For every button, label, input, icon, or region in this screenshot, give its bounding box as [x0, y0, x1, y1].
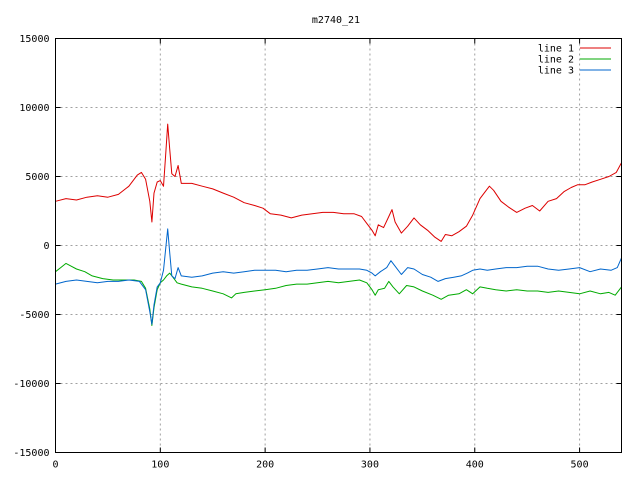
y-tick-label: 15000: [19, 34, 49, 45]
series-line-2: [55, 262, 622, 326]
series-line-3: [55, 228, 622, 325]
y-tick-label: -10000: [13, 379, 49, 390]
chart-title: m2740_21: [312, 15, 360, 26]
y-tick-label: 5000: [25, 172, 49, 183]
x-tick-label: 100: [151, 460, 169, 471]
x-tick-label: 400: [466, 460, 484, 471]
x-tick-label: 0: [52, 460, 58, 471]
grid-layer: [55, 38, 622, 453]
series-line-1: [55, 123, 622, 242]
legend-label-3: line 3: [538, 66, 574, 77]
x-tick-label: 500: [571, 460, 589, 471]
series-layer: [55, 123, 622, 326]
legend-label-2: line 2: [538, 55, 574, 66]
legend-label-1: line 1: [538, 44, 574, 55]
x-tick-label: 200: [256, 460, 274, 471]
y-tick-label: -5000: [19, 310, 49, 321]
ticks-layer: 0 100 200 300 400 500 -15000 -10000 -5000 0 5000 10…: [13, 34, 622, 471]
y-tick-label: 0: [43, 241, 49, 252]
y-tick-label: -15000: [13, 448, 49, 459]
x-tick-label: 300: [361, 460, 379, 471]
y-tick-label: 10000: [19, 103, 49, 114]
